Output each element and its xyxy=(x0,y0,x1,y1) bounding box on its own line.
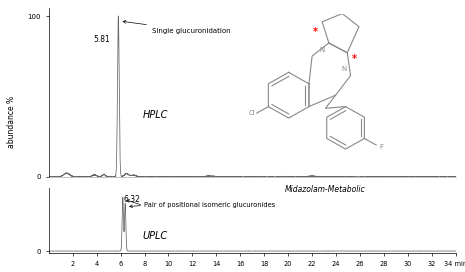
Text: 6.32: 6.32 xyxy=(123,195,140,204)
Text: Single glucuronidation: Single glucuronidation xyxy=(123,20,231,34)
Text: Midazolam-Metabolic: Midazolam-Metabolic xyxy=(285,185,366,194)
Text: Cl: Cl xyxy=(248,110,255,116)
Text: N: N xyxy=(319,47,325,52)
Text: *: * xyxy=(313,27,318,36)
Text: N: N xyxy=(341,66,346,72)
Text: abundance %: abundance % xyxy=(7,96,16,149)
Text: *: * xyxy=(352,54,357,64)
Text: UPLC: UPLC xyxy=(142,231,167,241)
Text: Pair of positional isomeric glucuronides: Pair of positional isomeric glucuronides xyxy=(144,202,275,208)
Text: HPLC: HPLC xyxy=(142,110,168,120)
Text: 5.81: 5.81 xyxy=(94,35,111,44)
Text: F: F xyxy=(379,144,383,150)
